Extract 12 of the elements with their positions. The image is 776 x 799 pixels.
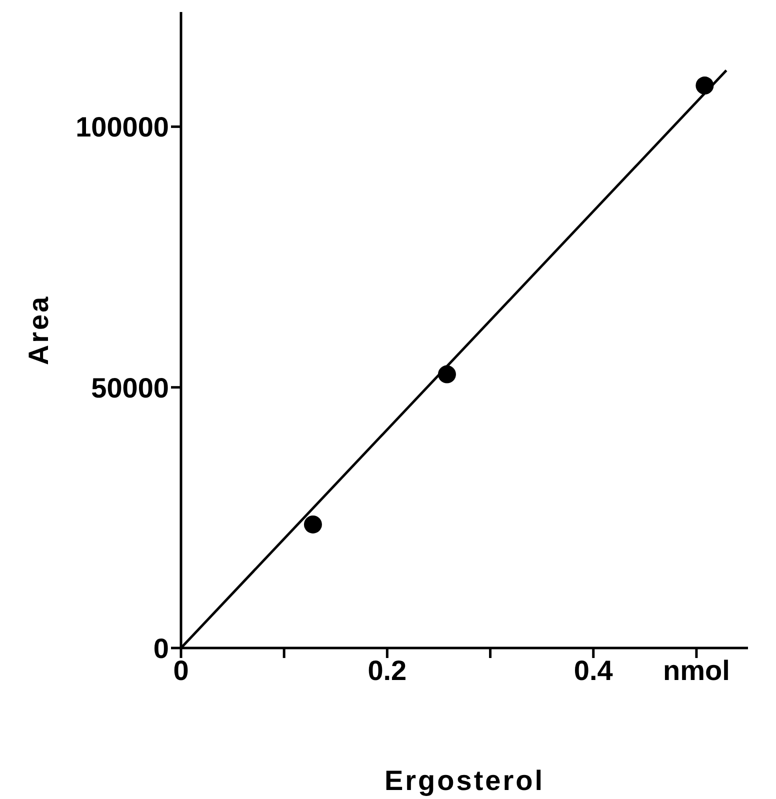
point: [304, 515, 322, 534]
x-tick-label: 0.4: [574, 654, 614, 686]
x-tick-label: 0.2: [368, 654, 407, 686]
y-axis-title: Area: [22, 294, 54, 366]
x-tick-label: nmol: [663, 654, 730, 686]
y-tick-label: 100000: [76, 112, 169, 143]
x-tick-label: 0: [173, 654, 189, 686]
y-tick-label: 50000: [91, 372, 169, 404]
y-tick-label: 0: [153, 632, 169, 664]
point: [696, 76, 714, 95]
x-axis-title: Ergosterol: [384, 765, 545, 796]
point: [438, 365, 456, 384]
